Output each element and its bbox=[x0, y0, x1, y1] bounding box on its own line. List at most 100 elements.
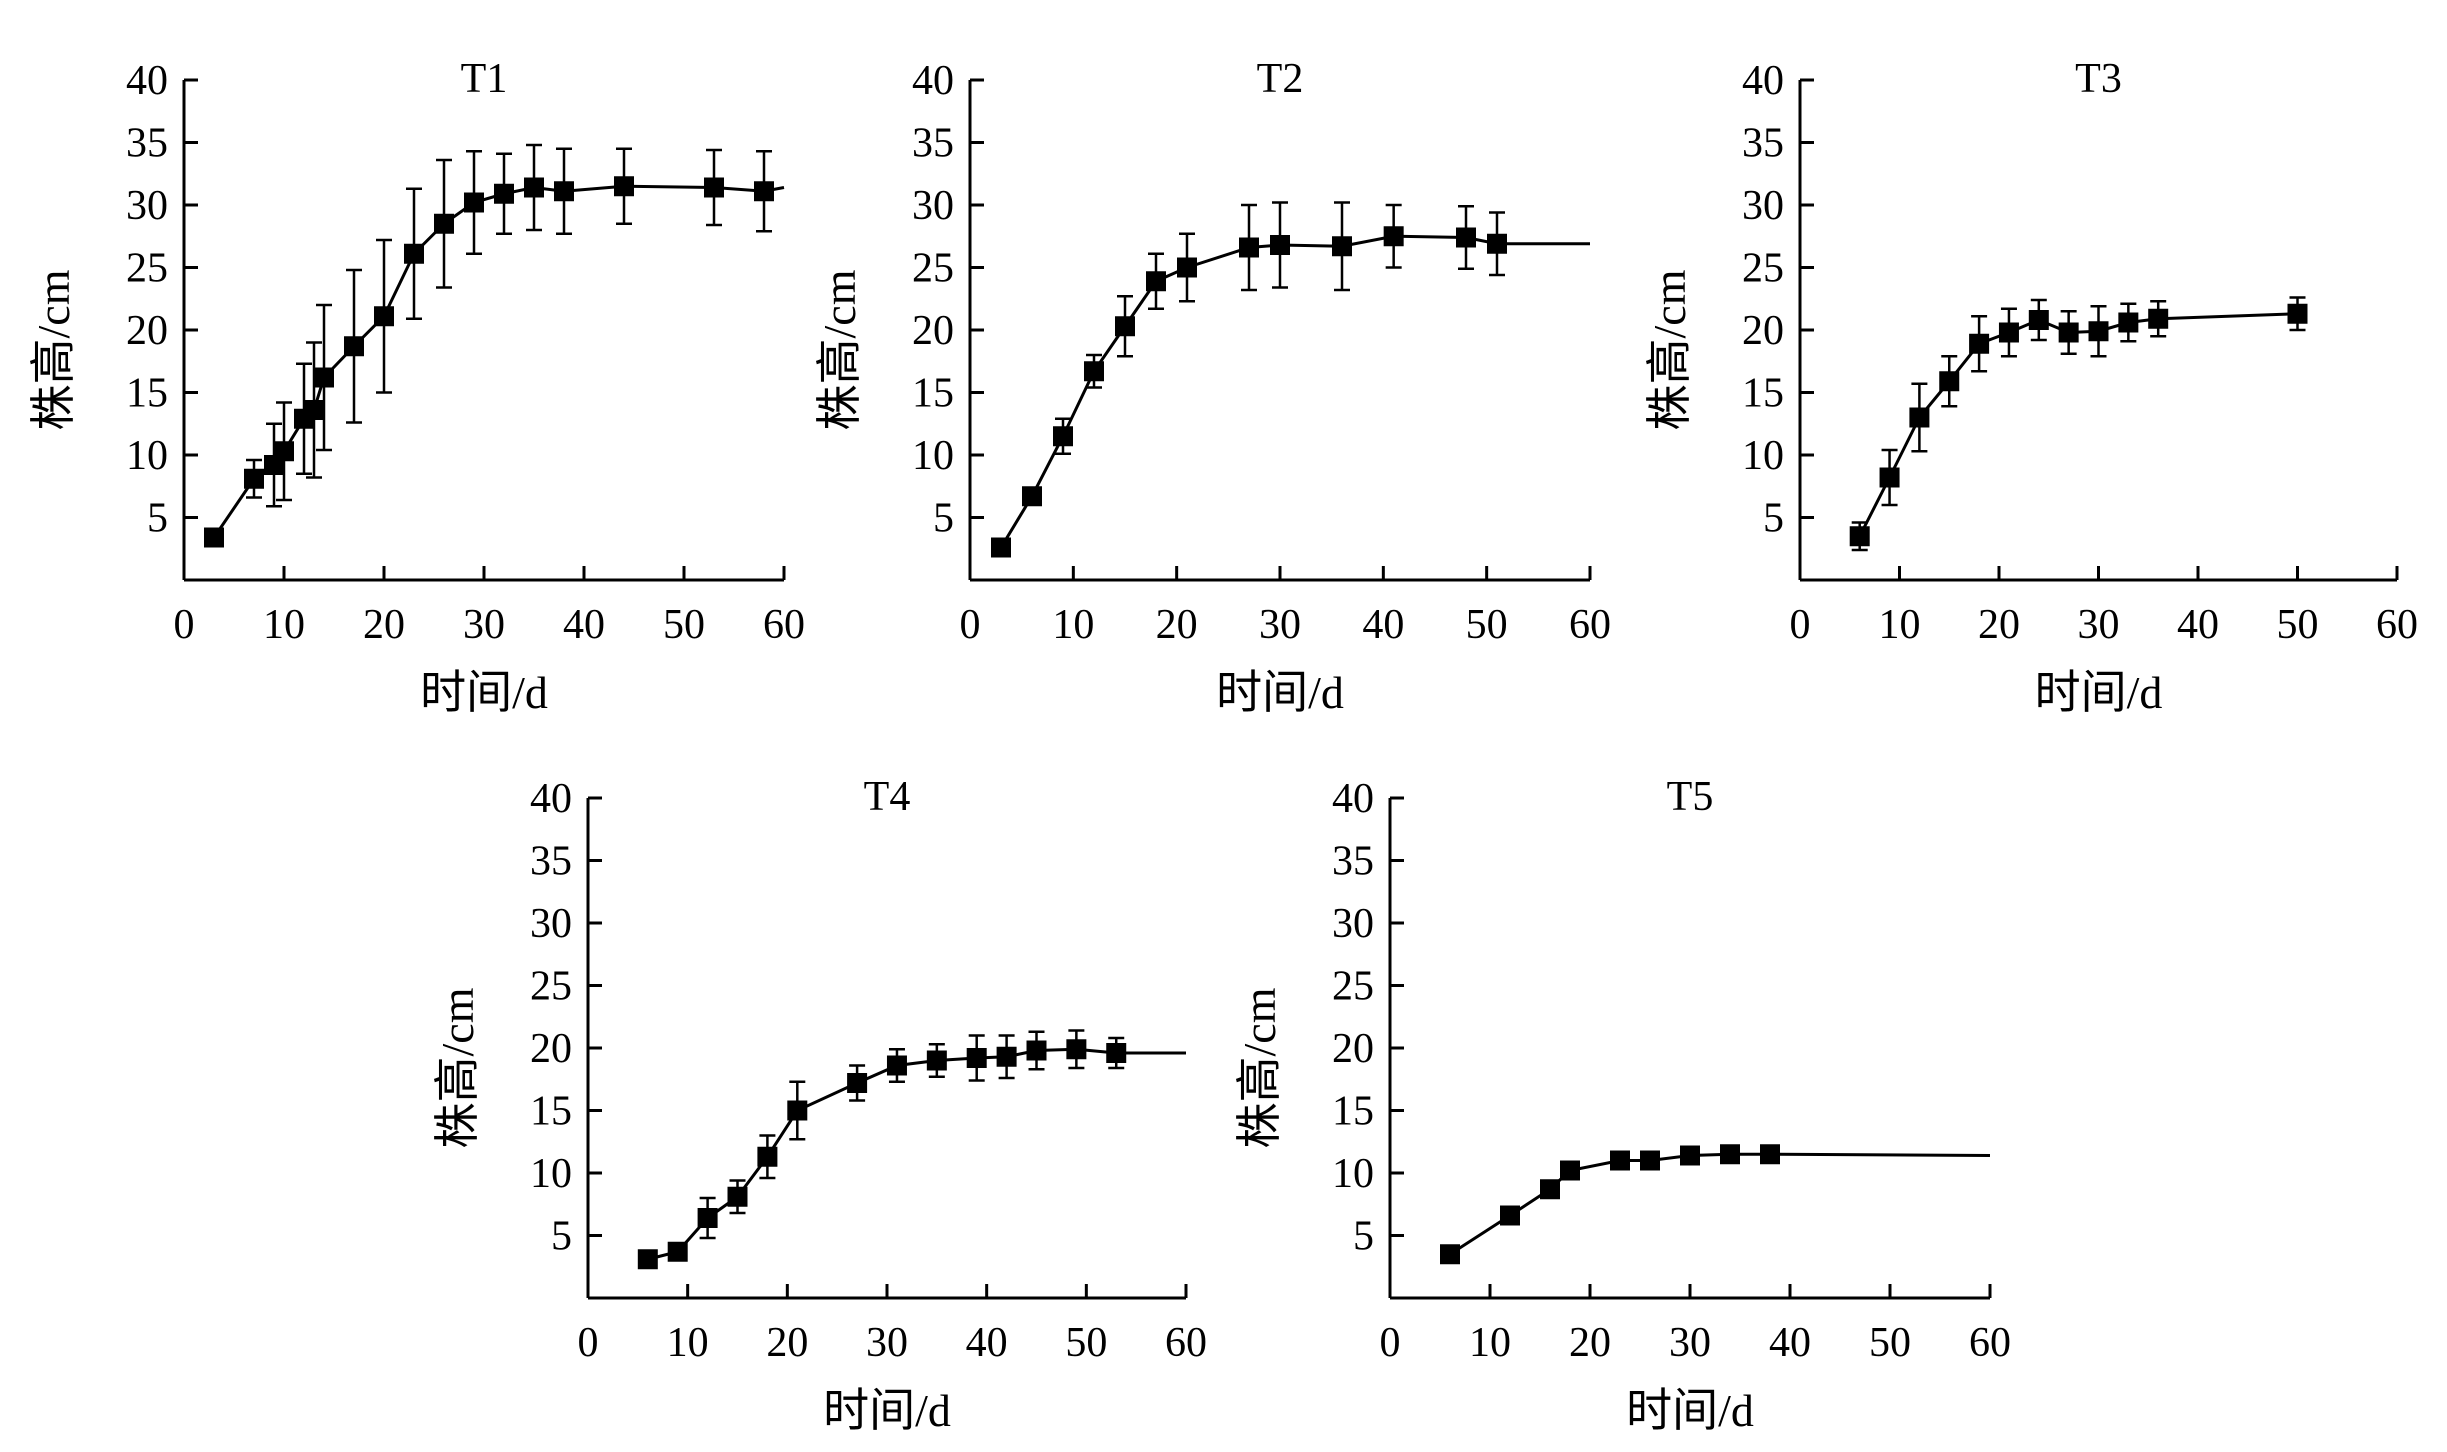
data-point-marker bbox=[1760, 1144, 1780, 1165]
x-tick-label: 10 bbox=[1469, 1320, 1511, 1366]
data-point-marker bbox=[2028, 310, 2049, 330]
y-tick-label: 30 bbox=[126, 183, 168, 229]
y-tick-label: 20 bbox=[912, 308, 954, 354]
data-point-marker bbox=[1849, 526, 1870, 547]
data-point-marker bbox=[2118, 312, 2139, 333]
x-tick-label: 20 bbox=[1156, 602, 1198, 648]
x-tick-label: 50 bbox=[1466, 602, 1508, 648]
x-tick-label: 10 bbox=[1052, 602, 1094, 648]
data-point-marker bbox=[704, 177, 724, 198]
data-point-marker bbox=[1022, 486, 1042, 507]
data-point-marker bbox=[1440, 1244, 1460, 1265]
x-tick-label: 60 bbox=[1165, 1320, 1207, 1366]
chart-title: T4 bbox=[864, 774, 911, 820]
y-tick-label: 30 bbox=[912, 183, 954, 229]
x-tick-label: 30 bbox=[866, 1320, 908, 1366]
x-tick-label: 0 bbox=[1380, 1320, 1401, 1366]
x-tick-label: 40 bbox=[563, 602, 605, 648]
x-tick-label: 50 bbox=[1065, 1320, 1107, 1366]
y-tick-label: 25 bbox=[1742, 246, 1784, 292]
data-point-marker bbox=[494, 183, 514, 204]
data-point-marker bbox=[1720, 1144, 1740, 1165]
y-tick-label: 40 bbox=[1742, 58, 1784, 104]
data-point-marker bbox=[926, 1050, 947, 1071]
y-axis-label: 株高/cm bbox=[432, 987, 483, 1148]
data-point-marker bbox=[637, 1249, 658, 1270]
data-point-marker bbox=[554, 181, 574, 202]
y-tick-label: 5 bbox=[933, 496, 954, 542]
y-tick-label: 10 bbox=[126, 433, 168, 479]
x-tick-label: 40 bbox=[2177, 602, 2219, 648]
chart-title: T1 bbox=[461, 56, 508, 102]
chart-title: T5 bbox=[1667, 774, 1714, 820]
x-tick-label: 0 bbox=[1790, 602, 1811, 648]
y-tick-label: 30 bbox=[1742, 183, 1784, 229]
y-tick-label: 10 bbox=[530, 1151, 572, 1197]
data-point-marker bbox=[244, 468, 264, 489]
data-point-marker bbox=[1026, 1040, 1047, 1061]
x-tick-label: 40 bbox=[1769, 1320, 1811, 1366]
x-tick-label: 10 bbox=[263, 602, 305, 648]
x-tick-label: 20 bbox=[1978, 602, 2020, 648]
y-axis-label: 株高/cm bbox=[28, 269, 79, 430]
y-tick-label: 40 bbox=[126, 58, 168, 104]
data-point-marker bbox=[524, 177, 544, 198]
data-point-marker bbox=[2088, 321, 2109, 342]
x-tick-label: 60 bbox=[1969, 1320, 2011, 1366]
data-point-marker bbox=[757, 1146, 778, 1167]
x-tick-label: 20 bbox=[1569, 1320, 1611, 1366]
y-tick-label: 15 bbox=[1332, 1089, 1374, 1135]
x-axis-label: 时间/d bbox=[420, 667, 548, 718]
x-tick-label: 50 bbox=[663, 602, 705, 648]
data-point-marker bbox=[374, 306, 394, 327]
y-tick-label: 20 bbox=[126, 308, 168, 354]
x-tick-label: 40 bbox=[966, 1320, 1008, 1366]
y-tick-label: 15 bbox=[1742, 371, 1784, 417]
data-point-marker bbox=[1998, 322, 2019, 343]
data-point-marker bbox=[1146, 271, 1166, 292]
data-point-marker bbox=[697, 1208, 718, 1228]
data-point-marker bbox=[1909, 407, 1930, 428]
x-tick-label: 20 bbox=[766, 1320, 808, 1366]
chart-panel-t4: 0 10 20 30 40 50 60 5 10 15 20 25 30 35 40 T4 时间/d 株高/cm bbox=[432, 774, 1207, 1436]
data-point-marker bbox=[274, 441, 294, 462]
data-point-marker bbox=[404, 243, 424, 264]
y-tick-label: 20 bbox=[1742, 308, 1784, 354]
data-point-marker bbox=[1115, 316, 1135, 337]
y-tick-label: 35 bbox=[912, 121, 954, 167]
y-tick-label: 40 bbox=[1332, 776, 1374, 822]
x-tick-label: 0 bbox=[174, 602, 195, 648]
y-tick-label: 40 bbox=[912, 58, 954, 104]
data-point-marker bbox=[1540, 1179, 1560, 1200]
x-tick-label: 50 bbox=[1869, 1320, 1911, 1366]
y-tick-label: 25 bbox=[912, 246, 954, 292]
data-point-marker bbox=[204, 527, 224, 548]
y-tick-label: 40 bbox=[530, 776, 572, 822]
data-point-marker bbox=[1066, 1039, 1087, 1060]
data-point-marker bbox=[754, 181, 774, 202]
x-tick-label: 30 bbox=[1259, 602, 1301, 648]
y-tick-label: 35 bbox=[530, 839, 572, 885]
y-tick-label: 15 bbox=[126, 371, 168, 417]
data-point-marker bbox=[344, 336, 364, 357]
data-point-marker bbox=[1270, 235, 1290, 255]
y-tick-label: 35 bbox=[1742, 121, 1784, 167]
y-tick-label: 20 bbox=[530, 1026, 572, 1072]
data-point-marker bbox=[1680, 1145, 1700, 1166]
data-point-marker bbox=[304, 400, 324, 420]
data-point-marker bbox=[2148, 308, 2169, 329]
data-point-marker bbox=[434, 213, 454, 234]
y-axis-label: 株高/cm bbox=[814, 269, 865, 430]
data-point-marker bbox=[314, 367, 334, 388]
data-point-marker bbox=[1332, 236, 1352, 257]
data-point-marker bbox=[2287, 303, 2308, 324]
data-point-marker bbox=[1383, 226, 1404, 247]
data-point-marker bbox=[2058, 322, 2079, 343]
data-point-marker bbox=[1106, 1043, 1127, 1063]
y-tick-label: 5 bbox=[1763, 496, 1784, 542]
x-axis-label: 时间/d bbox=[823, 1385, 951, 1436]
data-point-marker bbox=[886, 1055, 907, 1076]
data-point-marker bbox=[996, 1046, 1017, 1067]
y-tick-label: 5 bbox=[1353, 1214, 1374, 1260]
